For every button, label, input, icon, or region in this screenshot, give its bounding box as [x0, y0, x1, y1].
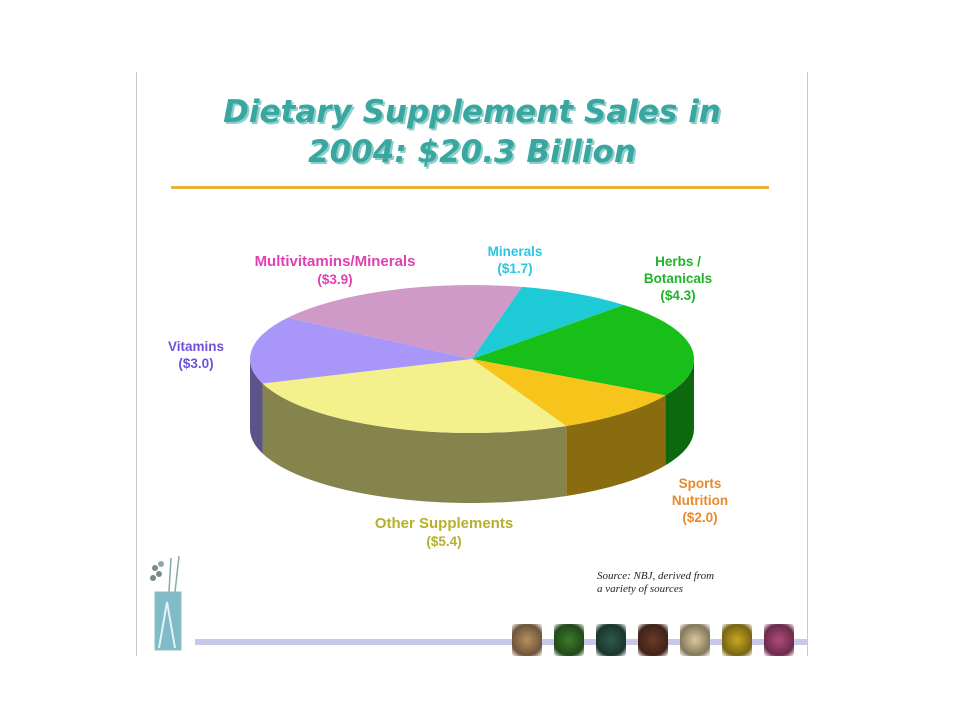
label-minerals-name: Minerals	[488, 244, 543, 259]
photo-thumbnail	[764, 624, 794, 656]
photo-thumbnail	[512, 624, 542, 656]
title-line-2: 2004: $20.3 Billion	[308, 134, 636, 170]
slide: Dietary Supplement Sales in 2004: $20.3 …	[136, 72, 808, 656]
photo-thumbnail	[680, 624, 710, 656]
photo-thumbnail	[554, 624, 584, 656]
label-vitamins-name: Vitamins	[168, 339, 224, 354]
label-sports-name-1: Sports	[679, 476, 722, 491]
pie-side-other-supplements	[262, 383, 567, 503]
pie-side-herbs-botanicals	[665, 359, 694, 466]
label-herbs-name-2: Botanicals	[644, 271, 712, 286]
chart-title: Dietary Supplement Sales in 2004: $20.3 …	[137, 92, 807, 172]
label-multi-value: ($3.9)	[317, 272, 352, 287]
label-herbs-value: ($4.3)	[660, 288, 695, 303]
label-herbs-name-1: Herbs /	[655, 254, 701, 269]
source-line-2: a variety of sources	[597, 583, 684, 595]
pie-chart: Minerals ($1.7) Herbs / Botanicals ($4.3…	[168, 244, 728, 549]
pie-sides	[250, 359, 694, 503]
pie-slice-sports-nutrition	[472, 359, 666, 426]
photo-thumbnail	[638, 624, 668, 656]
title-line-1: Dietary Supplement Sales in	[223, 94, 721, 130]
pie-slices	[250, 285, 694, 434]
label-other-value: ($5.4)	[426, 534, 461, 549]
pie-slice-multivitamins-minerals	[287, 285, 522, 359]
source-note: Source: NBJ, derived from a variety of s…	[597, 570, 767, 596]
pie-slice-herbs-botanicals	[472, 305, 694, 396]
title-underline	[171, 186, 769, 189]
label-vitamins-value: ($3.0)	[178, 356, 213, 371]
pie-side-sports-nutrition	[566, 395, 666, 496]
pie-slice-other-supplements	[262, 359, 567, 434]
label-minerals-value: ($1.7)	[497, 261, 532, 276]
logo-icon	[150, 555, 182, 651]
label-other-name: Other Supplements	[375, 515, 513, 532]
pie-side-vitamins	[250, 359, 263, 454]
pie-slice-vitamins	[250, 317, 472, 384]
pie-slice-minerals	[472, 286, 624, 359]
label-multi-name: Multivitamins/Minerals	[255, 253, 416, 270]
photo-thumbnail	[596, 624, 626, 656]
label-sports-value: ($2.0)	[682, 510, 717, 525]
source-line-1: Source: NBJ, derived from	[597, 570, 715, 582]
footer-rule	[195, 639, 807, 645]
photo-thumbnail	[722, 624, 752, 656]
label-sports-name-2: Nutrition	[672, 493, 728, 508]
